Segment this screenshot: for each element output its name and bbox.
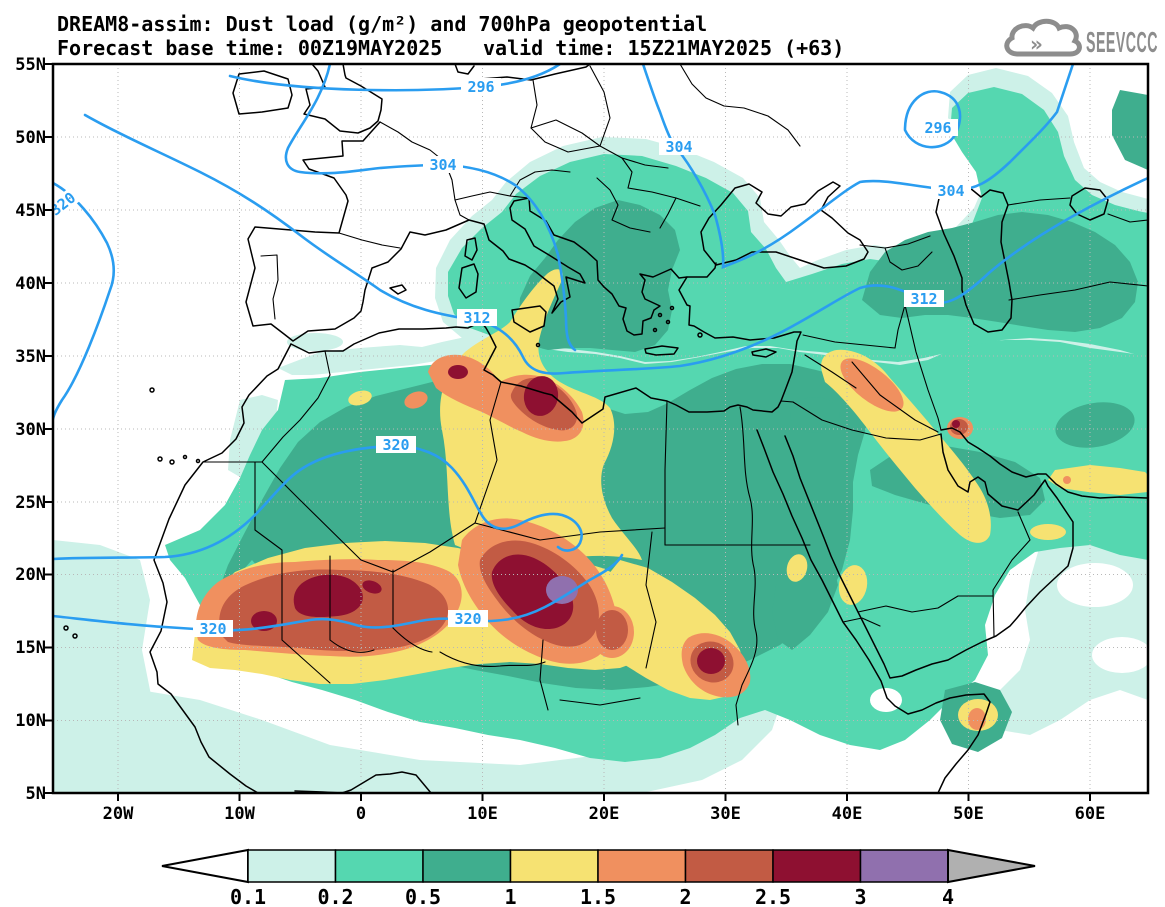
svg-text:312: 312 [463,309,490,327]
colorbar-cell [509,849,599,883]
country-borders [202,64,1148,726]
colorbar-label: 0.2 [317,885,353,907]
dust-level-2p5 [251,365,960,674]
lat-label: 20N [15,565,46,585]
contour-label-320-c: 320 [193,620,233,638]
longitude-axis: 20W 10W 0 10E 20E 30E 40E 50E 60E [103,804,1106,824]
colorbar-cell [334,849,424,883]
lon-label: 60E [1075,804,1106,824]
colorbar-label: 0.5 [405,885,441,907]
contour-label-320-b: 320 [376,436,416,454]
map-title: DREAM8-assim: Dust load (g/m²) and 700hP… [57,12,707,36]
colorbar-arrow-above [947,848,1036,884]
contour-label-304-b: 304 [659,138,699,156]
svg-text:312: 312 [910,290,937,308]
lat-label: 50N [15,128,46,148]
axis-ticks [45,63,1091,801]
colorbar: 0.1 0.2 0.5 1 1.5 2 2.5 3 4 [161,848,1036,907]
svg-text:304: 304 [937,182,964,200]
colorbar-arrow-below [161,848,249,884]
svg-text:320: 320 [382,436,409,454]
lat-label: 35N [15,347,46,367]
dust-level-3 [546,576,578,604]
colorbar-label: 0.1 [230,885,266,907]
valid-time: valid time: 15Z21MAY2025 (+63) [483,36,844,60]
lon-label: 20E [589,804,620,824]
colorbar-label: 3 [854,885,866,907]
contour-label-312-b: 312 [904,290,944,308]
contour-label-296-b: 296 [918,119,958,137]
lon-label: 40E [832,804,863,824]
lon-label: 10W [224,804,255,824]
lon-label: 0 [356,804,366,824]
colorbar-cell [247,849,337,883]
lat-label: 55N [15,55,46,75]
latitude-axis: 55N 50N 45N 40N 35N 30N 25N 20N 15N 10N … [15,55,46,804]
colorbar-label: 2.5 [755,885,791,907]
lat-label: 30N [15,420,46,440]
contour-label-296-a: 296 [461,78,501,96]
logo-text: SEEVCCC [1086,27,1158,59]
cloud-icon [1004,18,1082,57]
lat-label: 10N [15,711,46,731]
colorbar-cell [684,849,774,883]
lat-label: 15N [15,638,46,658]
contour-label-304-c: 304 [931,182,971,200]
lat-label: 45N [15,201,46,221]
contour-label-312-a: 312 [457,309,497,327]
lon-label: 20W [103,804,134,824]
forecast-base-time: Forecast base time: 00Z19MAY2025 [57,36,442,60]
colorbar-label: 1 [504,885,516,907]
colorbar-label: 1.5 [580,885,616,907]
contour-label-304-a: 304 [423,156,463,174]
map-canvas: 296 296 304 304 304 312 [53,64,1148,793]
colorbar-label: 2 [679,885,691,907]
colorbar-cell [859,849,949,883]
colorbar-cell [772,849,862,883]
svg-text:296: 296 [467,78,494,96]
lon-label: 10E [467,804,498,824]
colorbar-cell [597,849,687,883]
contour-label-320-d: 320 [448,610,488,628]
svg-text:296: 296 [924,119,951,137]
lat-label: 25N [15,493,46,513]
svg-text:320: 320 [454,610,481,628]
colorbar-labels: 0.1 0.2 0.5 1 1.5 2 2.5 3 4 [230,885,954,907]
coastlines [63,64,1148,793]
svg-text:320: 320 [199,620,226,638]
lat-label: 5N [26,784,46,804]
colorbar-label: 4 [942,885,954,907]
svg-text:304: 304 [429,156,456,174]
lat-label: 40N [15,274,46,294]
colorbar-cell [422,849,512,883]
cloud-chevrons: » [1030,32,1043,56]
seevccc-logo: » SEEVCCC [1004,18,1158,59]
lon-label: 50E [953,804,984,824]
svg-text:304: 304 [665,138,692,156]
lon-label: 30E [710,804,741,824]
